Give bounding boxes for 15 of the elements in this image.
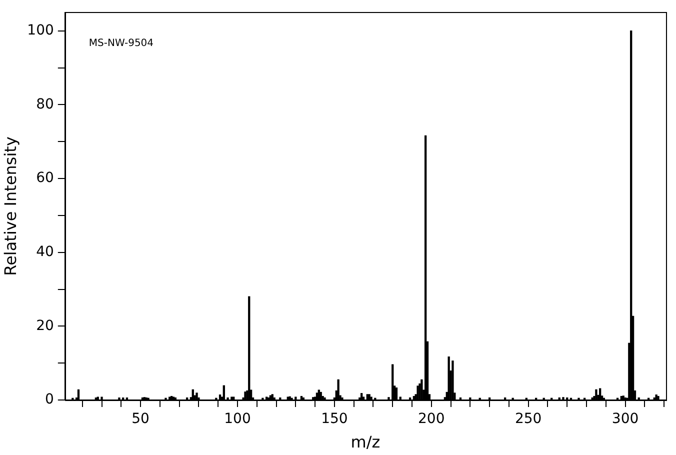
y-tick-label: 0 — [45, 392, 54, 408]
y-tick-label: 60 — [36, 170, 54, 186]
x-axis-title: m/z — [350, 432, 380, 452]
y-tick-label: 40 — [36, 244, 54, 260]
x-tick-label: 250 — [514, 411, 542, 428]
y-tick-label: 100 — [27, 22, 54, 38]
x-tick-label: 200 — [418, 411, 445, 428]
x-tick-label: 150 — [321, 411, 348, 428]
annotation: MS-NW-9504 — [88, 38, 154, 49]
x-tick-label: 100 — [224, 411, 251, 428]
y-tick-label: 80 — [36, 96, 54, 112]
y-tick-label: 20 — [36, 318, 54, 334]
x-tick-label: 300 — [612, 411, 639, 428]
x-tick-label: 50 — [132, 411, 150, 428]
y-axis-title: Relative Intensity — [0, 136, 20, 276]
